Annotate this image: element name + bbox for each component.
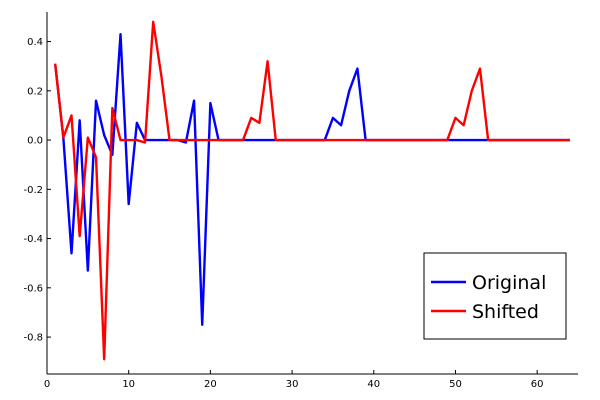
x-tick-label: 40 bbox=[367, 379, 380, 390]
legend: Original Shifted bbox=[423, 252, 567, 340]
x-tick-label: 50 bbox=[449, 379, 462, 390]
y-tick-label: -0.6 bbox=[23, 283, 43, 294]
x-tick-label: 20 bbox=[204, 379, 217, 390]
legend-label-original: Original bbox=[472, 272, 546, 294]
legend-label-shifted: Shifted bbox=[472, 301, 539, 323]
y-tick-label: -0.8 bbox=[23, 333, 43, 344]
x-tick-label: 10 bbox=[122, 379, 135, 390]
y-tick-label: -0.2 bbox=[23, 185, 43, 196]
y-tick-label: -0.4 bbox=[23, 234, 43, 245]
series-line-shifted bbox=[53, 20, 570, 361]
x-tick-label: 60 bbox=[531, 379, 544, 390]
x-tick-label: 0 bbox=[44, 379, 50, 390]
y-tick-label: 0.0 bbox=[27, 136, 43, 147]
y-tick-label: 0.2 bbox=[27, 86, 43, 97]
axes: 0 10 20 30 40 50 60 -0.8 -0.6 -0.4 -0.2 0.0 0.2 0.4 bbox=[23, 12, 578, 390]
x-tick-label: 30 bbox=[286, 379, 299, 390]
y-tick-label: 0.4 bbox=[27, 37, 43, 48]
series-layer bbox=[53, 20, 570, 361]
legend-box bbox=[423, 252, 567, 340]
